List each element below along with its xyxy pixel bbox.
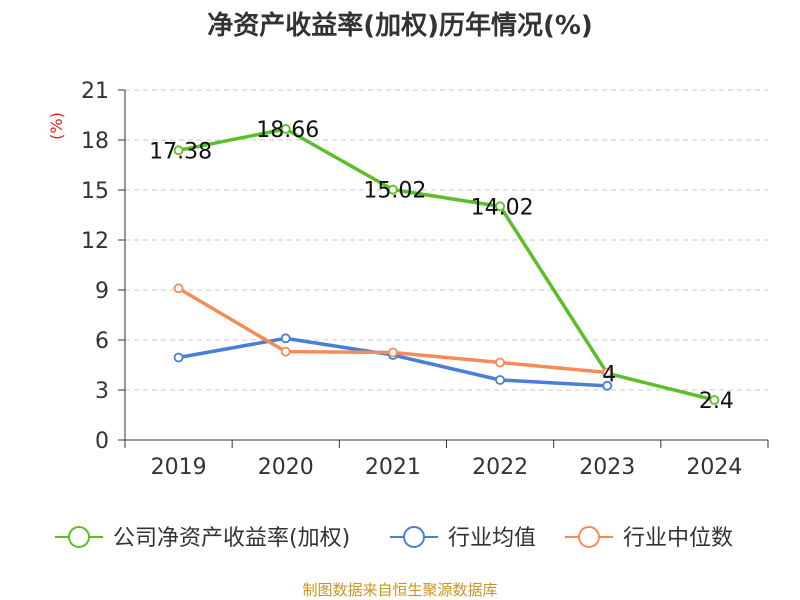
series-group [173,124,720,405]
data-point [280,333,291,344]
y-tick-label: 3 [95,379,109,404]
data-point [495,375,505,385]
source-note: 制图数据来自恒生聚源数据库 [302,581,497,599]
data-point [602,380,613,391]
series-line [176,127,717,402]
axes: 0 3 6 9 12 15 18 21 2019 2020 2021 2022 2023 2024 [81,79,769,480]
legend-marker [68,526,90,548]
data-point [709,395,720,405]
legend-marker [578,526,600,548]
data-point [495,357,505,368]
legend-label: 行业均值 [448,526,536,551]
series-line [176,336,609,388]
data-label: 14.02 [471,195,534,220]
legend-label: 公司净资产收益率(加权) [113,526,350,551]
data-point [495,201,505,212]
y-tick-label: 12 [81,229,109,254]
data-label: 15.02 [363,179,426,204]
data-point [280,124,291,134]
data-label: 2.4 [699,389,734,414]
y-tick-label: 18 [81,129,109,154]
grid [125,89,768,391]
x-tick-label: 2024 [686,455,742,480]
data-point [388,347,398,358]
x-tick-label: 2020 [258,455,314,480]
legend-marker [403,526,425,548]
data-label: 4 [602,362,616,387]
legend: 公司净资产收益率(加权) 行业均值 行业中位数 [55,526,733,551]
x-tick-label: 2019 [151,455,207,480]
data-point [173,145,184,156]
data-point [388,184,398,195]
y-tick-label: 9 [95,279,109,304]
y-tick-label: 21 [81,79,109,104]
x-tick-label: 2021 [365,455,421,480]
legend-label: 行业中位数 [623,526,733,551]
data-labels: 17.38 18.66 15.02 14.02 4 2.4 [149,118,734,414]
data-label: 18.66 [256,118,319,143]
y-tick-label: 6 [95,329,109,354]
y-axis-label: (%) [47,112,66,140]
data-point [280,346,291,357]
x-tick-label: 2023 [579,455,635,480]
data-point [173,283,184,294]
x-tick-label: 2022 [472,455,528,480]
data-label: 17.38 [149,139,212,164]
chart-title: 净资产收益率(加权)历年情况(%) [207,10,593,41]
y-tick-label: 15 [81,179,109,204]
data-point [602,367,613,378]
y-tick-label: 0 [95,429,109,454]
data-point [173,352,184,363]
